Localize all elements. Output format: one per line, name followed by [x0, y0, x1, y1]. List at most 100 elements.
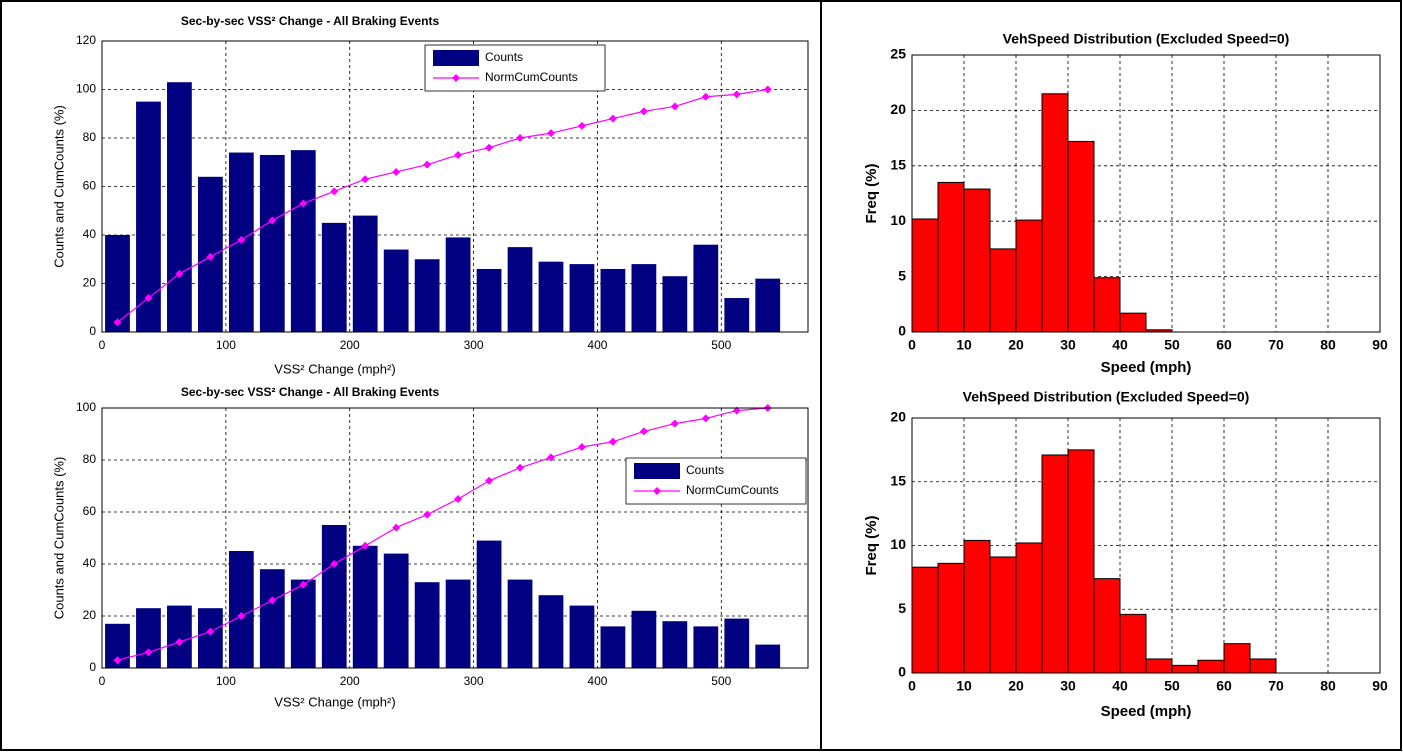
marker	[608, 437, 617, 446]
axes-frame	[911, 54, 1381, 333]
y-tick-label: 100	[76, 400, 96, 414]
legend-swatch	[433, 50, 479, 66]
x-tick-label: 0	[99, 338, 106, 352]
x-tick-label: 70	[1268, 337, 1284, 353]
legend-swatch	[634, 463, 680, 479]
axes-frame	[101, 40, 809, 333]
x-tick-label: 60	[1216, 678, 1232, 694]
x-tick-label: 60	[1216, 337, 1232, 353]
y-tick-label: 5	[898, 267, 906, 283]
marker	[701, 92, 710, 101]
bar	[569, 264, 595, 332]
y-tick-label: 40	[83, 556, 97, 570]
y-tick-label: 25	[890, 46, 906, 62]
marker	[454, 495, 463, 503]
bar	[1145, 658, 1173, 674]
y-tick-label: 10	[890, 212, 906, 228]
bar	[259, 569, 285, 668]
bar	[1119, 613, 1147, 674]
legend-label: Counts	[686, 463, 724, 477]
x-tick-label: 40	[1112, 337, 1128, 353]
x-tick-label: 300	[464, 674, 484, 688]
bar	[693, 626, 719, 668]
legend-swatch	[653, 487, 661, 495]
y-tick-label: 80	[83, 452, 97, 466]
x-axis-label: Speed (mph)	[1101, 703, 1192, 720]
marker	[299, 199, 308, 208]
y-axis-label: Counts and CumCounts (%)	[51, 457, 66, 620]
marker	[268, 596, 277, 605]
bar	[1197, 659, 1225, 674]
marker	[577, 443, 586, 451]
bar	[1171, 664, 1199, 674]
bar	[1093, 277, 1121, 333]
marker	[361, 175, 370, 184]
bar	[290, 150, 316, 332]
bar	[259, 154, 285, 332]
legend-label: NormCumCounts	[485, 70, 578, 84]
bar	[662, 276, 688, 332]
bar	[569, 605, 595, 668]
y-tick-label: 20	[890, 101, 906, 117]
bar	[1015, 542, 1043, 674]
x-tick-label: 30	[1060, 678, 1076, 694]
bar	[167, 605, 192, 668]
marker	[237, 235, 246, 244]
marker	[546, 129, 555, 138]
y-tick-label: 100	[76, 82, 96, 96]
bar	[352, 215, 378, 332]
y-tick-label: 20	[83, 608, 97, 622]
y-axis-label: Counts and CumCounts (%)	[51, 105, 66, 268]
bar	[1015, 219, 1043, 333]
y-tick-label: 20	[83, 276, 97, 290]
marker	[299, 580, 308, 589]
marker	[639, 427, 648, 436]
bar	[476, 268, 502, 332]
bar	[383, 553, 409, 668]
marker	[113, 656, 122, 665]
marker	[763, 85, 772, 94]
axes-frame	[101, 407, 809, 669]
marker	[701, 414, 710, 423]
bar	[631, 264, 657, 332]
y-tick-label: 5	[898, 600, 906, 616]
x-tick-label: 40	[1112, 678, 1128, 694]
marker	[392, 523, 401, 532]
marker	[485, 476, 494, 485]
bar	[693, 244, 719, 332]
bar	[105, 235, 130, 332]
y-tick-label: 10	[890, 536, 906, 552]
y-tick-label: 15	[890, 472, 906, 488]
marker	[546, 453, 555, 462]
bar	[600, 268, 626, 332]
marker	[175, 269, 184, 278]
marker	[423, 510, 432, 519]
x-tick-label: 30	[1060, 337, 1076, 353]
bar	[1041, 93, 1069, 333]
x-tick-label: 500	[711, 674, 731, 688]
marker	[144, 648, 153, 657]
bar	[197, 608, 223, 668]
x-tick-label: 20	[1008, 678, 1024, 694]
marker	[732, 406, 741, 415]
x-tick-label: 0	[908, 337, 916, 353]
bar	[136, 101, 161, 332]
marker	[330, 560, 339, 568]
bar	[911, 218, 939, 333]
bar	[724, 618, 750, 668]
marker	[237, 612, 246, 620]
bar	[321, 222, 347, 332]
bar	[755, 644, 781, 668]
x-tick-label: 90	[1372, 678, 1388, 694]
bar	[937, 562, 965, 674]
x-tick-label: 80	[1320, 337, 1336, 353]
bar	[136, 608, 161, 668]
chart-title: Sec-by-sec VSS² Change - All Braking Eve…	[181, 385, 440, 399]
bar	[352, 545, 378, 668]
x-tick-label: 0	[99, 674, 106, 688]
marker	[577, 121, 586, 130]
bar	[1093, 578, 1121, 674]
bar	[414, 259, 440, 332]
y-tick-label: 0	[898, 323, 906, 339]
